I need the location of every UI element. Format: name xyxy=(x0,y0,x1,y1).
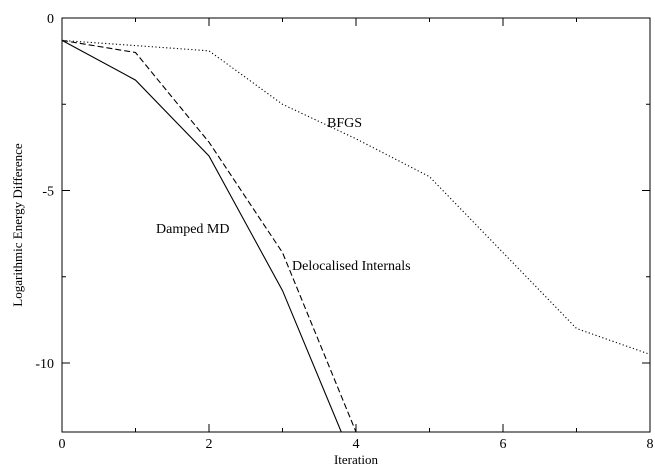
series-label-bfgs: BFGS xyxy=(327,116,362,131)
x-tick-label: 2 xyxy=(206,437,213,452)
x-tick-label: 8 xyxy=(647,437,654,452)
series-line-delocalised-internals xyxy=(62,39,357,432)
x-tick-label: 0 xyxy=(59,437,66,452)
series-line-damped-md xyxy=(62,39,342,432)
x-tick-label: 6 xyxy=(500,437,507,452)
y-axis-title: Logarithmic Energy Difference xyxy=(10,143,25,307)
x-axis-title: Iteration xyxy=(334,452,379,466)
y-tick-label: -10 xyxy=(35,357,54,372)
x-tick-label: 4 xyxy=(353,437,360,452)
plot-frame xyxy=(61,17,651,433)
y-tick-label: 0 xyxy=(47,12,54,27)
series-label-delocalised-internals: Delocalised Internals xyxy=(292,259,411,274)
series-line-bfgs xyxy=(62,39,650,355)
series-label-damped-md: Damped MD xyxy=(156,222,230,237)
y-tick-label: -5 xyxy=(42,185,54,200)
